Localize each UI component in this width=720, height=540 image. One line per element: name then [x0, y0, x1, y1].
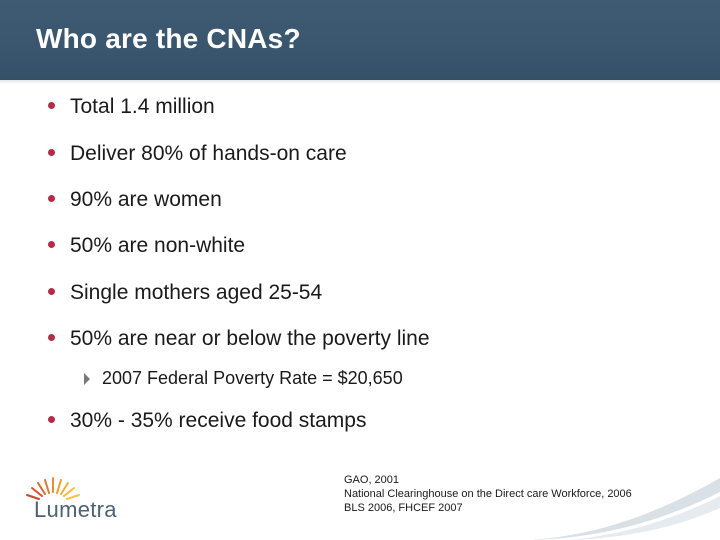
sub-bullet-item: 2007 Federal Poverty Rate = $20,650 [84, 368, 403, 389]
header-bar: Who are the CNAs? [0, 0, 720, 80]
bullet-dot-icon [48, 240, 55, 248]
citation-line: GAO, 2001 [344, 474, 400, 486]
decorative-swoosh [530, 478, 720, 540]
slide-title: Who are the CNAs? [36, 23, 301, 54]
bullet-dot-icon [48, 287, 55, 295]
bullet-item: Deliver 80% of hands-on care [48, 142, 347, 166]
bullet-text: 30% - 35% receive food stamps [70, 409, 367, 432]
header-shadow [0, 74, 720, 84]
bullet-dot-icon [48, 333, 55, 341]
bullet-dot-icon [48, 194, 55, 202]
bullet-item: Single mothers aged 25-54 [48, 281, 322, 305]
bullet-item: 50% are near or below the poverty line [48, 327, 430, 351]
bullet-dot-icon [48, 415, 55, 423]
bullet-text: 90% are women [70, 188, 222, 211]
bullet-item: Total 1.4 million [48, 95, 215, 119]
bullet-item: 30% - 35% receive food stamps [48, 409, 366, 433]
citation-line: BLS 2006, FHCEF 2007 [344, 502, 463, 514]
bullet-text: 50% are non-white [70, 234, 246, 257]
bullet-dot-icon [48, 101, 55, 109]
bullet-dot-icon [48, 148, 55, 156]
bullet-text: 50% are near or below the poverty line [70, 327, 430, 350]
triangle-bullet-icon [84, 372, 90, 385]
bullet-text: Deliver 80% of hands-on care [70, 142, 347, 165]
bullet-item: 90% are women [48, 188, 222, 212]
bullet-text: Total 1.4 million [70, 95, 215, 118]
citation-line: National Clearinghouse on the Direct car… [344, 488, 632, 500]
sub-bullet-text: 2007 Federal Poverty Rate = $20,650 [102, 368, 403, 388]
bullet-text: Single mothers aged 25-54 [70, 281, 323, 304]
logo-wordmark: Lumetra [34, 497, 117, 522]
lumetra-sunburst-icon [26, 477, 80, 500]
citation-block: GAO, 2001 National Clearinghouse on the … [344, 473, 632, 515]
bullet-item: 50% are non-white [48, 234, 245, 258]
